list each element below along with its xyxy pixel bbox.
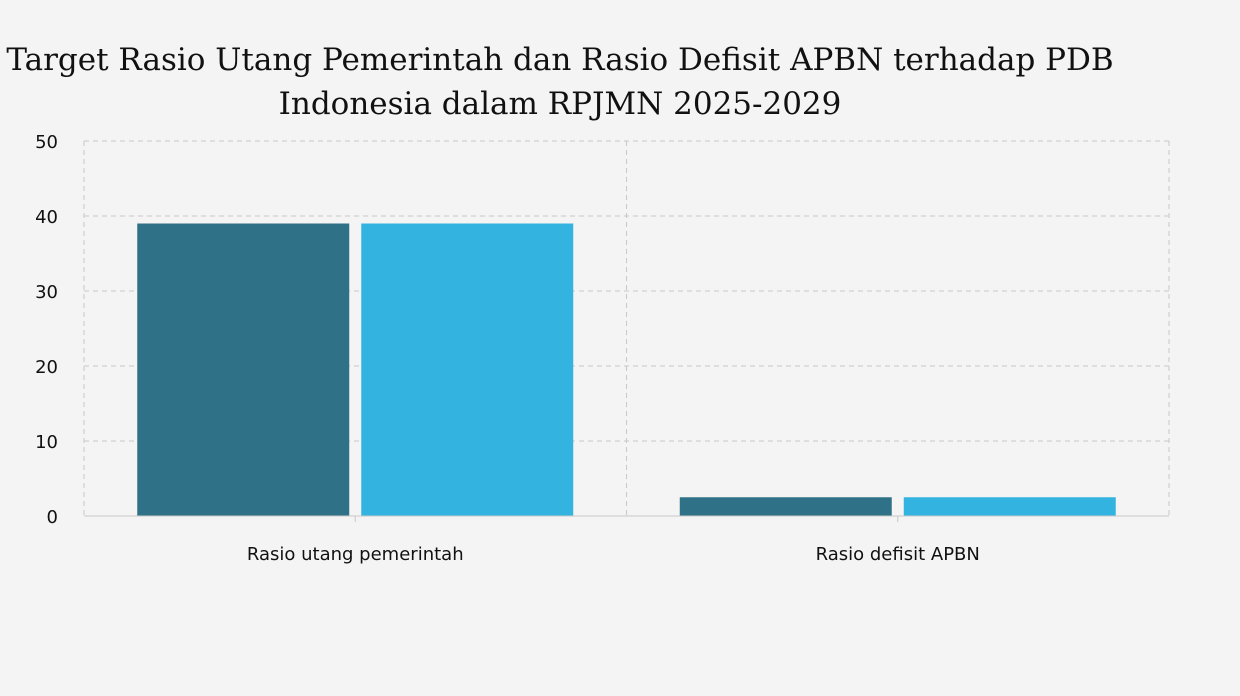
bar xyxy=(679,497,892,516)
y-tick-label: 20 xyxy=(35,357,58,378)
chart-title-line-2: Indonesia dalam RPJMN 2025-2029 xyxy=(278,86,842,122)
bars xyxy=(137,223,1116,516)
chart-title: Target Rasio Utang Pemerintah dan Rasio … xyxy=(0,38,1120,126)
y-tick-label: 10 xyxy=(35,432,58,453)
bar xyxy=(903,497,1116,516)
axes: 0 10 20 30 40 50 Rasio utang pemerintah Rasio d… xyxy=(35,132,1169,565)
y-tick-label: 30 xyxy=(35,282,58,303)
y-tick-label: 50 xyxy=(35,132,58,153)
y-tick-label: 0 xyxy=(47,507,58,528)
y-tick-label: 40 xyxy=(35,207,58,228)
bar xyxy=(361,223,574,516)
bar xyxy=(137,223,350,516)
x-tick-label: Rasio utang pemerintah xyxy=(247,544,464,565)
chart-title-line-1: Target Rasio Utang Pemerintah dan Rasio … xyxy=(6,42,1114,78)
x-tick-label: Rasio defisit APBN xyxy=(816,544,980,565)
